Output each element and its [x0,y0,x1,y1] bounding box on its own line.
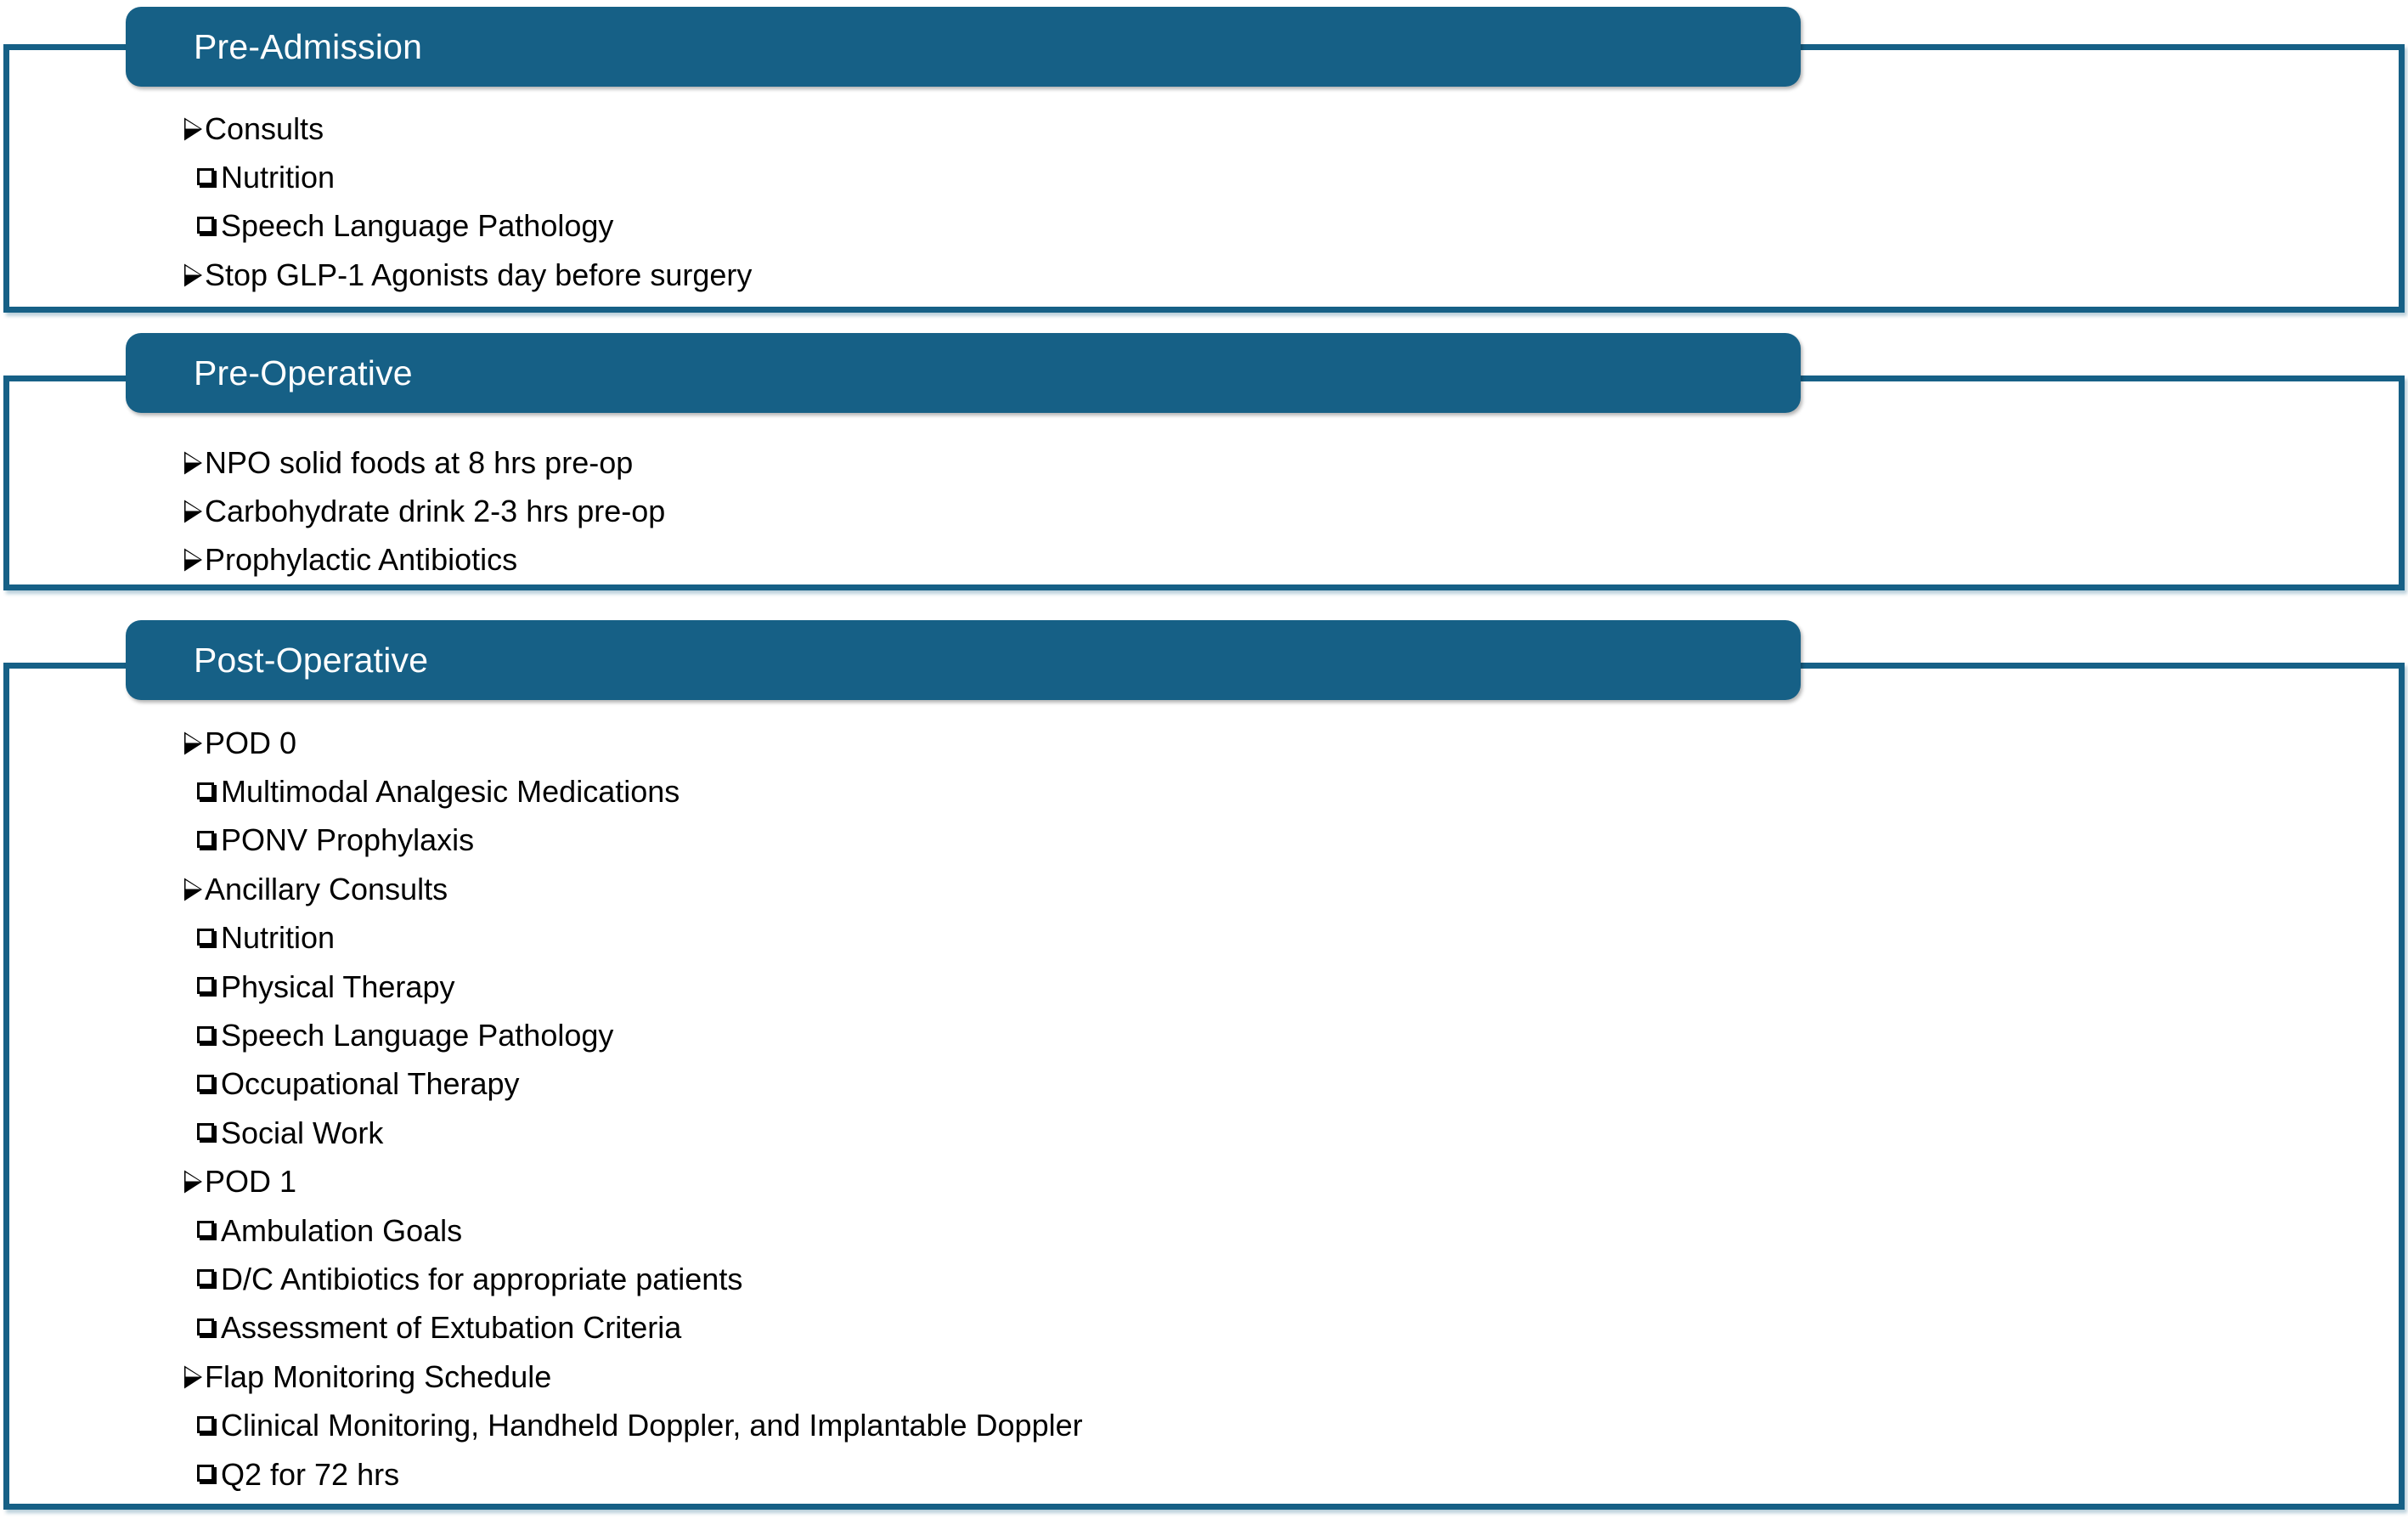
list-item-text: PONV Prophylaxis [221,822,475,858]
list-item: Assessment of Extubation Criteria [183,1304,2399,1352]
list-item: Occupational Therapy [183,1060,2399,1109]
list-item: Prophylactic Antibiotics [183,536,2399,584]
list-item: Physical Therapy [183,963,2399,1011]
list-item-text: Carbohydrate drink 2-3 hrs pre-op [205,494,666,529]
list-item: Stop GLP-1 Agonists day before surgery [183,251,2399,299]
checkbox-bullet-icon [197,1415,214,1433]
arrow-bullet-icon [183,116,203,142]
checklist: POD 0 Multimodal Analgesic Medications P… [9,669,2399,1499]
list-item: D/C Antibiotics for appropriate patients [183,1255,2399,1303]
section-header-pre-admission: Pre-Admission [126,7,1801,87]
checkbox-bullet-icon [197,1074,214,1092]
list-item-text: Flap Monitoring Schedule [205,1358,552,1394]
list-item-text: Speech Language Pathology [221,208,614,244]
list-item-text: Social Work [221,1115,384,1150]
list-item-text: Q2 for 72 hrs [221,1456,400,1492]
list-item: POD 1 [183,1158,2399,1206]
list-item-text: NPO solid foods at 8 hrs pre-op [205,444,634,480]
list-item: Flap Monitoring Schedule [183,1352,2399,1401]
checkbox-bullet-icon [197,1269,214,1287]
list-item-text: D/C Antibiotics for appropriate patients [221,1261,743,1296]
arrow-bullet-icon [183,731,203,756]
checkbox-bullet-icon [197,1318,214,1335]
list-item-text: Occupational Therapy [221,1066,520,1102]
arrow-bullet-icon [183,1169,203,1194]
list-item-text: Assessment of Extubation Criteria [221,1310,682,1346]
checkbox-bullet-icon [197,167,214,185]
list-item-text: Ambulation Goals [221,1212,463,1248]
list-item-text: Ancillary Consults [205,871,448,906]
arrow-bullet-icon [183,499,203,524]
list-item: Ambulation Goals [183,1206,2399,1255]
list-item-text: Prophylactic Antibiotics [205,542,518,578]
list-item: Consults [183,104,2399,153]
checkbox-bullet-icon [197,830,214,848]
checkbox-bullet-icon [197,1221,214,1239]
checklist: Consults Nutrition Speech Language Patho… [9,50,2399,300]
list-item-text: Nutrition [221,160,336,195]
section-title: Pre-Operative [194,353,413,392]
checkbox-bullet-icon [197,977,214,995]
arrow-bullet-icon [183,547,203,573]
arrow-bullet-icon [183,877,203,902]
arrow-bullet-icon [183,1364,203,1390]
checkbox-bullet-icon [197,928,214,946]
list-item-text: Physical Therapy [221,968,455,1004]
section-box-post-operative: POD 0 Multimodal Analgesic Medications P… [3,663,2405,1510]
list-item: Speech Language Pathology [183,1011,2399,1059]
list-item: Ancillary Consults [183,865,2399,913]
list-item: PONV Prophylaxis [183,816,2399,865]
section-title: Pre-Admission [194,26,423,66]
checkbox-bullet-icon [197,1025,214,1043]
checkbox-bullet-icon [197,782,214,799]
checkbox-bullet-icon [197,1123,214,1141]
section-title: Post-Operative [194,640,429,680]
list-item-text: Clinical Monitoring, Handheld Doppler, a… [221,1408,1083,1443]
list-item-text: POD 1 [205,1164,297,1200]
list-item: NPO solid foods at 8 hrs pre-op [183,438,2399,487]
list-item-text: POD 0 [205,725,297,760]
list-item: Clinical Monitoring, Handheld Doppler, a… [183,1401,2399,1449]
list-item: Social Work [183,1109,2399,1157]
checklist: NPO solid foods at 8 hrs pre-op Carbohyd… [9,381,2399,584]
list-item-text: Multimodal Analgesic Medications [221,774,680,810]
list-item-text: Stop GLP-1 Agonists day before surgery [205,257,753,292]
list-item: Multimodal Analgesic Medications [183,767,2399,816]
section-header-post-operative: Post-Operative [126,620,1801,700]
list-item-text: Nutrition [221,920,336,956]
list-item-text: Consults [205,110,324,146]
list-item: Speech Language Pathology [183,202,2399,251]
list-item: Nutrition [183,914,2399,963]
list-item: Q2 for 72 hrs [183,1450,2399,1499]
checkbox-bullet-icon [197,216,214,234]
arrow-bullet-icon [183,450,203,476]
section-header-pre-operative: Pre-Operative [126,333,1801,413]
checkbox-bullet-icon [197,1465,214,1482]
list-item-text: Speech Language Pathology [221,1018,614,1053]
list-item: POD 0 [183,719,2399,767]
arrow-bullet-icon [183,263,203,288]
list-item: Carbohydrate drink 2-3 hrs pre-op [183,487,2399,535]
list-item: Nutrition [183,153,2399,201]
